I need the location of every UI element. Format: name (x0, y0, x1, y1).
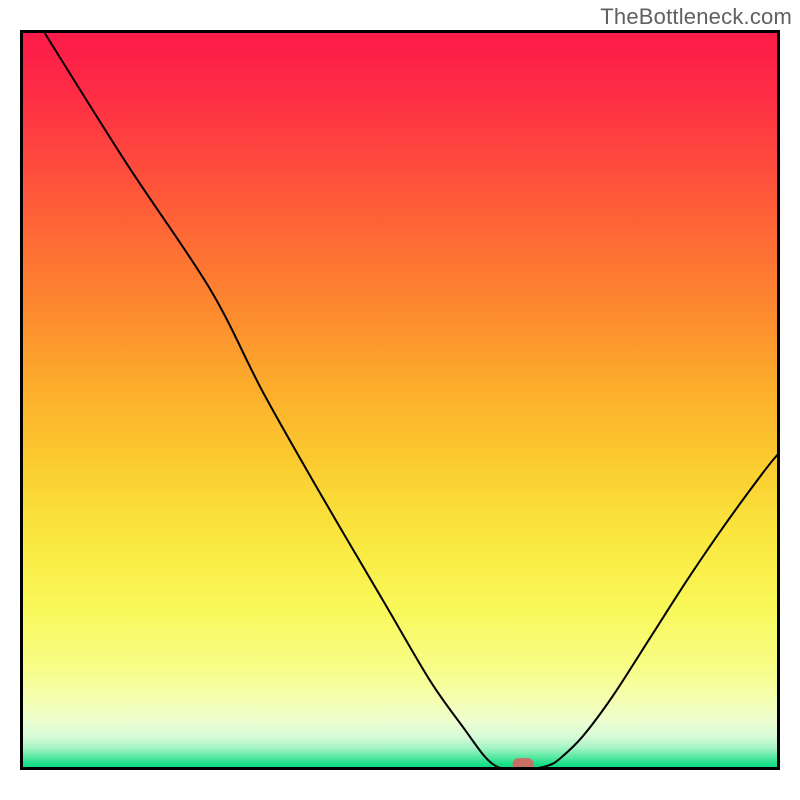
gradient-background (20, 30, 780, 770)
chart-root: { "watermark": { "text": "TheBottleneck.… (0, 0, 800, 800)
bottleneck-chart (0, 0, 800, 800)
